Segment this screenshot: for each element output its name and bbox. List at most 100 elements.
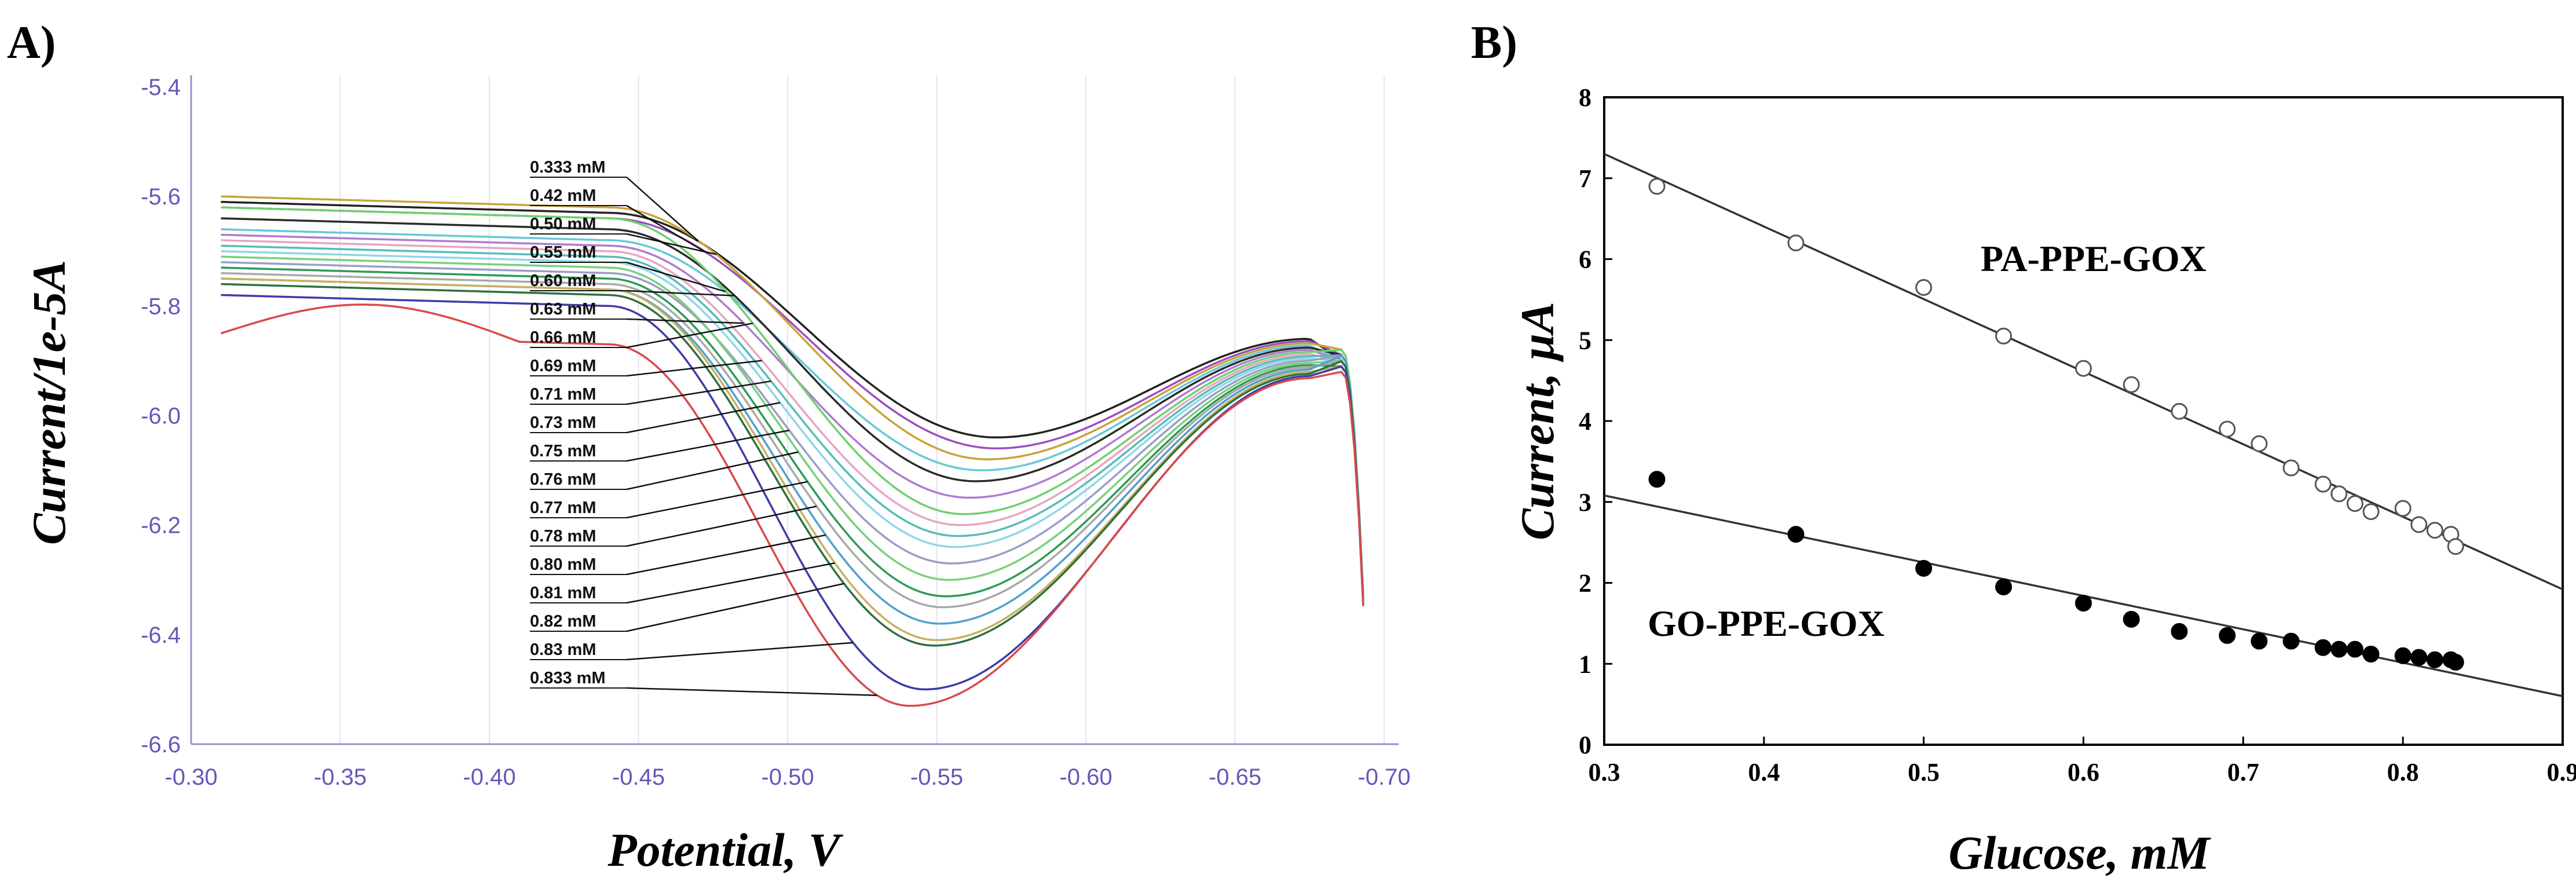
curve-0-75-mm: [221, 261, 1364, 602]
panel-a-x-tick-label: -0.60: [1059, 764, 1112, 790]
curve-0-333-mm: [221, 200, 1364, 596]
panel-b-x-tick-label: 0.8: [2387, 758, 2419, 786]
point-go-ppe-gox: [2410, 649, 2428, 666]
point-go-ppe-gox: [2123, 610, 2140, 628]
panel-b-tick-marks: [1603, 96, 2564, 746]
panel-b-y-axis-title: Current, µA: [1511, 302, 1564, 540]
point-pa-ppe-gox: [2171, 402, 2188, 420]
point-pa-ppe-gox: [2447, 538, 2464, 555]
point-go-ppe-gox: [1787, 526, 1805, 543]
point-pa-ppe-gox: [2330, 485, 2348, 503]
curve-0-66-mm: [221, 206, 1364, 600]
panel-a-y-tick-label: -6.4: [141, 623, 181, 648]
point-pa-ppe-gox: [1915, 279, 1933, 296]
panel-a-label-leaders: [530, 177, 877, 696]
leader-line-0-71-mm: [626, 380, 771, 405]
leader-line-0-69-mm: [626, 360, 762, 377]
panel-b-x-tick-label: 0.4: [1748, 758, 1780, 786]
curve-0-50-mm: [221, 195, 1364, 598]
panel-a-y-tick-label: -6.0: [141, 404, 181, 429]
point-go-ppe-gox: [2447, 653, 2464, 671]
point-pa-ppe-gox: [2123, 376, 2140, 393]
point-go-ppe-gox: [2219, 627, 2236, 644]
panel-b-y-tick-label: 0: [1579, 731, 1591, 759]
point-pa-ppe-gox: [1787, 235, 1805, 252]
conc-label-0-42-mm: 0.42 mM: [530, 186, 596, 205]
panel-b-x-tick-label: 0.6: [2068, 758, 2099, 786]
panel-b-x-tick-label: 0.7: [2227, 758, 2259, 786]
panel-b-x-tick-labels: 0.3 0.4 0.5 0.6 0.7 0.8 0.9: [1589, 758, 2576, 786]
leader-line-0-78-mm: [626, 506, 817, 547]
leader-line-0-76-mm: [626, 451, 799, 491]
panel-a-x-tick-labels: -0.30 -0.35 -0.40 -0.45 -0.50 -0.55 -0.60 -0.65…: [164, 764, 1410, 790]
point-go-ppe-gox: [1915, 559, 1933, 577]
leader-line-0-81-mm: [626, 562, 835, 604]
panel-a-x-axis-title: Potential, V: [608, 824, 844, 876]
curve-0-55-mm: [221, 228, 1364, 598]
point-pa-ppe-gox: [2426, 522, 2443, 539]
curve-0-77-mm: [221, 266, 1364, 603]
panel-b-x-tick-label: 0.9: [2547, 758, 2576, 786]
point-pa-ppe-gox: [2410, 516, 2428, 533]
leader-line-0-73-mm: [626, 402, 781, 434]
series-label-go-ppe-gox: GO-PPE-GOX: [1648, 603, 1885, 644]
leader-line-0-82-mm: [626, 583, 844, 632]
panel-a-x-tick-label: -0.55: [910, 764, 963, 790]
panel-a-gridlines: [339, 75, 1385, 744]
series-label-pa-ppe-gox: PA-PPE-GOX: [1981, 238, 2207, 279]
conc-label-0-333-mm: 0.333 mM: [530, 158, 606, 177]
panel-b-y-tick-label: 2: [1579, 569, 1591, 598]
conc-label-0-55-mm: 0.55 mM: [530, 243, 596, 262]
point-go-ppe-gox: [2330, 641, 2348, 658]
conc-label-0-833-mm: 0.833 mM: [530, 669, 606, 687]
curve-0-76-mm: [221, 255, 1364, 603]
panel-b-y-tick-label: 4: [1579, 407, 1591, 435]
leader-line-0-66-mm: [626, 322, 753, 349]
leader-line-0-55-mm: [626, 261, 726, 292]
panel-b-y-tick-label: 5: [1579, 326, 1591, 354]
panel-a-y-tick-label: -6.6: [141, 732, 181, 757]
point-go-ppe-gox: [1648, 471, 1666, 488]
point-go-ppe-gox: [2314, 639, 2332, 656]
curve-0-78-mm: [221, 272, 1364, 609]
point-go-ppe-gox: [2362, 645, 2380, 663]
panel-b-x-axis-title: Glucose, mM: [1949, 826, 2212, 879]
conc-label-0-63-mm: 0.63 mM: [530, 300, 596, 319]
leader-line-0-75-mm: [626, 429, 790, 462]
panel-b-y-tick-label: 8: [1579, 83, 1591, 112]
panel-a-x-tick-label: -0.30: [164, 764, 217, 790]
panel-b-y-tick-label: 6: [1579, 246, 1591, 274]
panel-a-x-tick-label: -0.50: [761, 764, 814, 790]
panel-a-x-tick-label: -0.45: [612, 764, 665, 790]
leader-line-0-83-mm: [626, 642, 854, 661]
conc-label-0-82-mm: 0.82 mM: [530, 612, 596, 631]
curve-0-833-mm: [220, 303, 1364, 707]
conc-label-0-76-mm: 0.76 mM: [530, 470, 596, 489]
point-pa-ppe-gox: [2394, 500, 2412, 517]
leader-line-0-833-mm: [626, 687, 877, 696]
point-go-ppe-gox: [2282, 632, 2300, 650]
panel-a-y-tick-label: -5.6: [141, 184, 181, 210]
leader-line-0-333-mm: [626, 177, 699, 242]
conc-label-0-75-mm: 0.75 mM: [530, 442, 596, 460]
conc-label-0-80-mm: 0.80 mM: [530, 555, 596, 574]
conc-label-0-66-mm: 0.66 mM: [530, 328, 596, 347]
leader-line-0-42-mm: [626, 204, 708, 254]
curve-0-82-mm: [221, 283, 1364, 647]
curve-0-71-mm: [221, 244, 1364, 601]
point-pa-ppe-gox: [1648, 178, 1666, 195]
curve-0-73-mm: [221, 250, 1364, 602]
panel-a-x-tick-label: -0.35: [314, 764, 367, 790]
panel-a-y-axis-title: Current/1e-5A: [23, 260, 75, 545]
point-pa-ppe-gox: [2251, 435, 2268, 452]
panel-b-points: [1648, 178, 2464, 671]
panel-a: A) 0.333 mM0.42 mM0.50 mM0.55 mM0.60 mM0…: [7, 17, 1411, 876]
panel-b-x-tick-label: 0.5: [1908, 758, 1940, 786]
conc-label-0-77-mm: 0.77 mM: [530, 499, 596, 517]
point-pa-ppe-gox: [1995, 327, 2012, 345]
panel-b-x-tick-label: 0.3: [1589, 758, 1620, 786]
leader-line-0-80-mm: [626, 534, 826, 576]
panel-a-x-tick-label: -0.40: [463, 764, 515, 790]
point-pa-ppe-gox: [2314, 475, 2332, 493]
